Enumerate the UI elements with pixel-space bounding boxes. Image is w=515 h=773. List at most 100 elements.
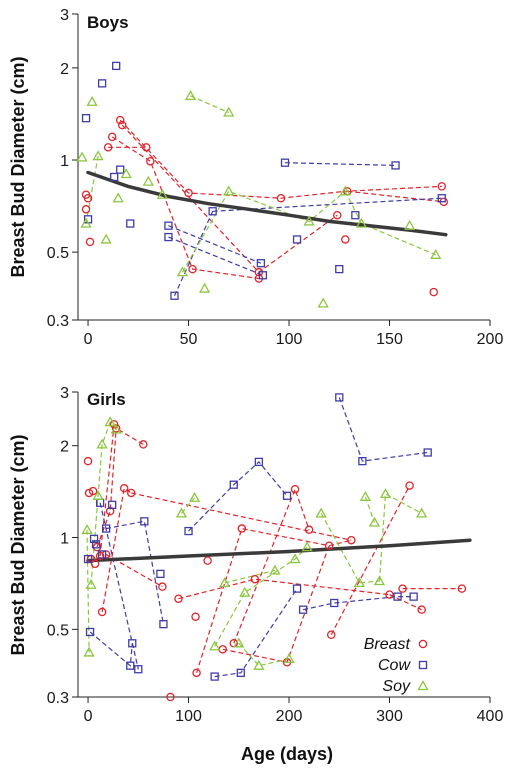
girls-breast-connector: [178, 578, 390, 600]
boys-soy-point: [199, 282, 211, 293]
girls-breast-point: [398, 584, 407, 593]
girls-cow-point: [156, 569, 165, 579]
boys-cow-point: [292, 235, 302, 244]
boys-y-tick-label: 3: [60, 7, 69, 24]
girls-soy-point: [359, 490, 372, 501]
legend-marker-cow: [418, 660, 428, 670]
girls-soy-connector: [214, 546, 308, 647]
boys-breast-point: [117, 120, 127, 130]
boys-breast-point: [81, 205, 91, 214]
girls-cow-point: [358, 456, 367, 466]
boys-soy-point: [317, 297, 329, 308]
girls-x-tick-label: 300: [376, 708, 403, 725]
boys-panel-title: Boys: [87, 13, 129, 32]
boys-cow-point: [116, 165, 125, 174]
girls-cow-connector: [214, 588, 298, 678]
girls-cow-point: [108, 500, 117, 509]
boys-y-tick-label: 2: [60, 61, 69, 78]
boys-breast-point: [142, 143, 151, 152]
girls-soy-point: [269, 564, 281, 575]
girls-soy-point: [283, 653, 295, 664]
girls-breast-point: [90, 559, 100, 569]
girls-breast-connector: [99, 424, 115, 557]
girls-soy-point: [289, 553, 301, 564]
boys-breast-point: [184, 188, 193, 198]
boys-soy-point: [339, 185, 351, 196]
boys-soy-connector: [85, 155, 99, 224]
girls-cow-point: [335, 393, 344, 402]
girls-cow-point: [184, 526, 193, 536]
girls-breast-connector: [233, 487, 310, 644]
girls-breast-point: [385, 590, 394, 599]
girls-breast-point: [250, 574, 260, 584]
boys-soy-point: [184, 90, 197, 101]
boys-cow-point: [351, 211, 360, 220]
girls-breast-point: [84, 488, 94, 498]
girls-x-tick-label: 0: [84, 708, 93, 725]
boys-y-tick-label: 0.3: [47, 313, 69, 330]
boys-cow-connector: [168, 236, 264, 276]
girls-cow-point: [210, 672, 219, 681]
girls-cow-point: [423, 448, 432, 457]
boys-breast-point: [85, 237, 95, 247]
girls-cow-point: [101, 524, 111, 533]
girls-x-axis-title: Age (days): [241, 744, 333, 764]
girls-breast-point: [174, 594, 183, 603]
girls-soy-point: [416, 507, 428, 518]
boys-plot-area: 0 50 100 150 200 0.3 0.5 1 2 3: [47, 7, 504, 348]
legend-label-soy: Soy: [382, 678, 411, 695]
girls-breast-connector: [389, 594, 422, 611]
girls-y-tick-label: 3: [60, 385, 69, 402]
legend-marker-breast: [418, 639, 428, 649]
boys-cow-point: [208, 207, 217, 216]
girls-soy-connector: [320, 513, 380, 584]
girls-cow-connector: [89, 631, 133, 667]
boys-breast-connector: [347, 190, 444, 203]
boys-soy-point: [176, 266, 189, 277]
boys-soy-point: [100, 233, 112, 244]
girls-soy-point: [92, 489, 104, 500]
girls-cow-point: [128, 639, 137, 648]
boys-cow-point: [280, 158, 290, 167]
girls-breast-point: [405, 481, 414, 490]
girls-breast-connector: [330, 485, 411, 635]
girls-breast-point: [158, 582, 167, 591]
girls-panel: Girls Breast Bud Diameter (cm) Age (days…: [8, 385, 503, 764]
girls-breast-point: [290, 484, 300, 494]
boys-x-tick-label: 150: [376, 331, 403, 348]
girls-soy-point: [175, 507, 188, 518]
girls-y-axis-title: Breast Bud Diameter (cm): [8, 434, 28, 655]
girls-x-tick-label: 400: [477, 708, 504, 725]
girls-breast-connector: [101, 487, 132, 613]
girls-cow-point: [254, 457, 264, 467]
girls-soy-point: [233, 637, 245, 648]
girls-soy-point: [85, 578, 97, 589]
boys-breast-point: [107, 132, 117, 142]
girls-breast-point: [105, 506, 115, 516]
girls-breast-point: [417, 605, 426, 614]
girls-breast-point: [326, 630, 336, 639]
girls-breast-point: [237, 524, 247, 533]
girls-cow-connector: [99, 502, 139, 670]
boys-soy-point: [76, 151, 88, 162]
girls-soy-connector: [238, 642, 290, 667]
girls-breast-point: [92, 542, 102, 552]
girls-cow-point: [282, 491, 292, 500]
boys-cow-point: [164, 232, 173, 242]
girls-soy-point: [110, 423, 122, 434]
girls-breast-point: [139, 440, 148, 449]
boys-y-axis-title: Breast Bud Diameter (cm): [8, 56, 28, 277]
boys-cow-point: [126, 219, 135, 228]
boys-soy-point: [142, 175, 154, 186]
boys-breast-connector: [119, 119, 442, 199]
girls-soy-point: [219, 577, 231, 588]
girls-trend-line: [86, 538, 472, 563]
boys-soy-point: [80, 217, 92, 228]
girls-x-tick-label: 100: [175, 708, 202, 725]
girls-cow-point: [159, 619, 168, 629]
girls-soy-point: [353, 577, 365, 588]
girls-soy-point: [83, 646, 95, 657]
girls-soy-point: [315, 507, 327, 518]
boys-x-tick-label: 0: [84, 331, 93, 348]
